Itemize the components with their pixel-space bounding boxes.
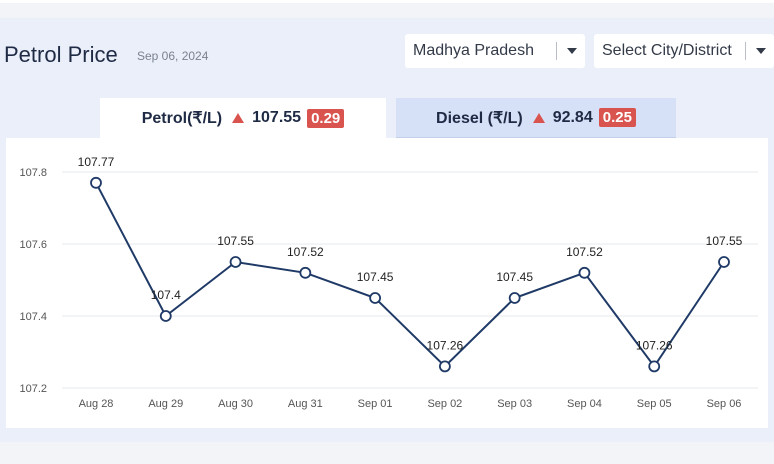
chart-panel: 107.2 107.4 107.6 107.8 Aug 28 Aug 29 Aug 30 Au… xyxy=(6,138,768,428)
data-point xyxy=(159,310,172,322)
chevron-down-icon[interactable] xyxy=(756,48,766,54)
data-label: 107.77 xyxy=(78,155,115,169)
data-label: 107.45 xyxy=(496,270,533,284)
chevron-down-icon[interactable] xyxy=(567,48,577,54)
select-separator xyxy=(556,42,557,60)
data-point xyxy=(578,266,591,279)
y-tick-label: 107.6 xyxy=(19,239,47,251)
tab-petrol-change: 0.29 xyxy=(307,108,345,128)
x-tick-label: Aug 30 xyxy=(218,398,253,410)
price-up-icon xyxy=(532,112,545,123)
data-point xyxy=(508,292,521,304)
data-point xyxy=(229,256,242,268)
x-tick-label: Aug 31 xyxy=(288,398,323,410)
data-point xyxy=(438,360,451,373)
x-tick-label: Aug 29 xyxy=(148,398,183,410)
data-label: 107.52 xyxy=(287,245,324,259)
state-select-value: Madhya Pradesh xyxy=(413,42,534,59)
tab-petrol-price: 107.55 xyxy=(252,109,302,126)
city-select-value: Select City/District xyxy=(602,42,732,59)
data-label: 107.4 xyxy=(151,288,181,302)
data-label: 107.26 xyxy=(636,338,673,352)
tab-petrol-label: Petrol(₹/L) xyxy=(141,110,223,127)
data-point xyxy=(369,292,382,304)
data-label: 107.55 xyxy=(706,234,743,248)
data-label: 107.26 xyxy=(427,338,464,352)
tab-diesel-price: 92.84 xyxy=(552,108,593,126)
tab-diesel[interactable]: Diesel (₹/L) 92.84 0.25 xyxy=(396,98,676,138)
data-label: 107.52 xyxy=(566,245,603,259)
y-tick-label: 107.2 xyxy=(19,383,47,395)
tab-diesel-label: Diesel (₹/L) xyxy=(436,109,523,127)
x-tick-label: Sep 01 xyxy=(358,398,393,410)
data-point xyxy=(718,256,730,268)
city-select[interactable]: Select City/District xyxy=(594,34,774,68)
price-up-icon xyxy=(232,113,245,123)
top-strip xyxy=(0,0,774,3)
x-tick-label: Aug 28 xyxy=(79,398,114,410)
x-tick-label: Sep 05 xyxy=(637,398,672,410)
series-line xyxy=(95,182,725,369)
x-tick-label: Sep 06 xyxy=(707,398,742,410)
x-tick-label: Sep 03 xyxy=(497,398,532,410)
price-date: Sep 06, 2024 xyxy=(137,49,209,63)
data-label: 107.55 xyxy=(217,234,254,248)
y-tick-label: 107.4 xyxy=(19,311,47,323)
x-tick-label: Sep 04 xyxy=(567,398,602,410)
select-separator xyxy=(745,42,746,60)
y-tick-label: 107.8 xyxy=(19,167,47,179)
data-point xyxy=(90,176,102,189)
data-point xyxy=(299,266,312,279)
page-title: Petrol Price xyxy=(4,42,118,67)
x-tick-label: Sep 02 xyxy=(427,398,462,410)
price-line-chart: 107.2 107.4 107.6 107.8 Aug 28 Aug 29 Aug 30 Au… xyxy=(19,155,758,410)
state-select[interactable]: Madhya Pradesh xyxy=(405,34,585,68)
data-point xyxy=(648,360,661,373)
tab-diesel-change: 0.25 xyxy=(598,108,636,127)
tab-petrol[interactable]: Petrol(₹/L) 107.55 0.29 xyxy=(100,98,386,138)
data-label: 107.45 xyxy=(357,270,394,284)
